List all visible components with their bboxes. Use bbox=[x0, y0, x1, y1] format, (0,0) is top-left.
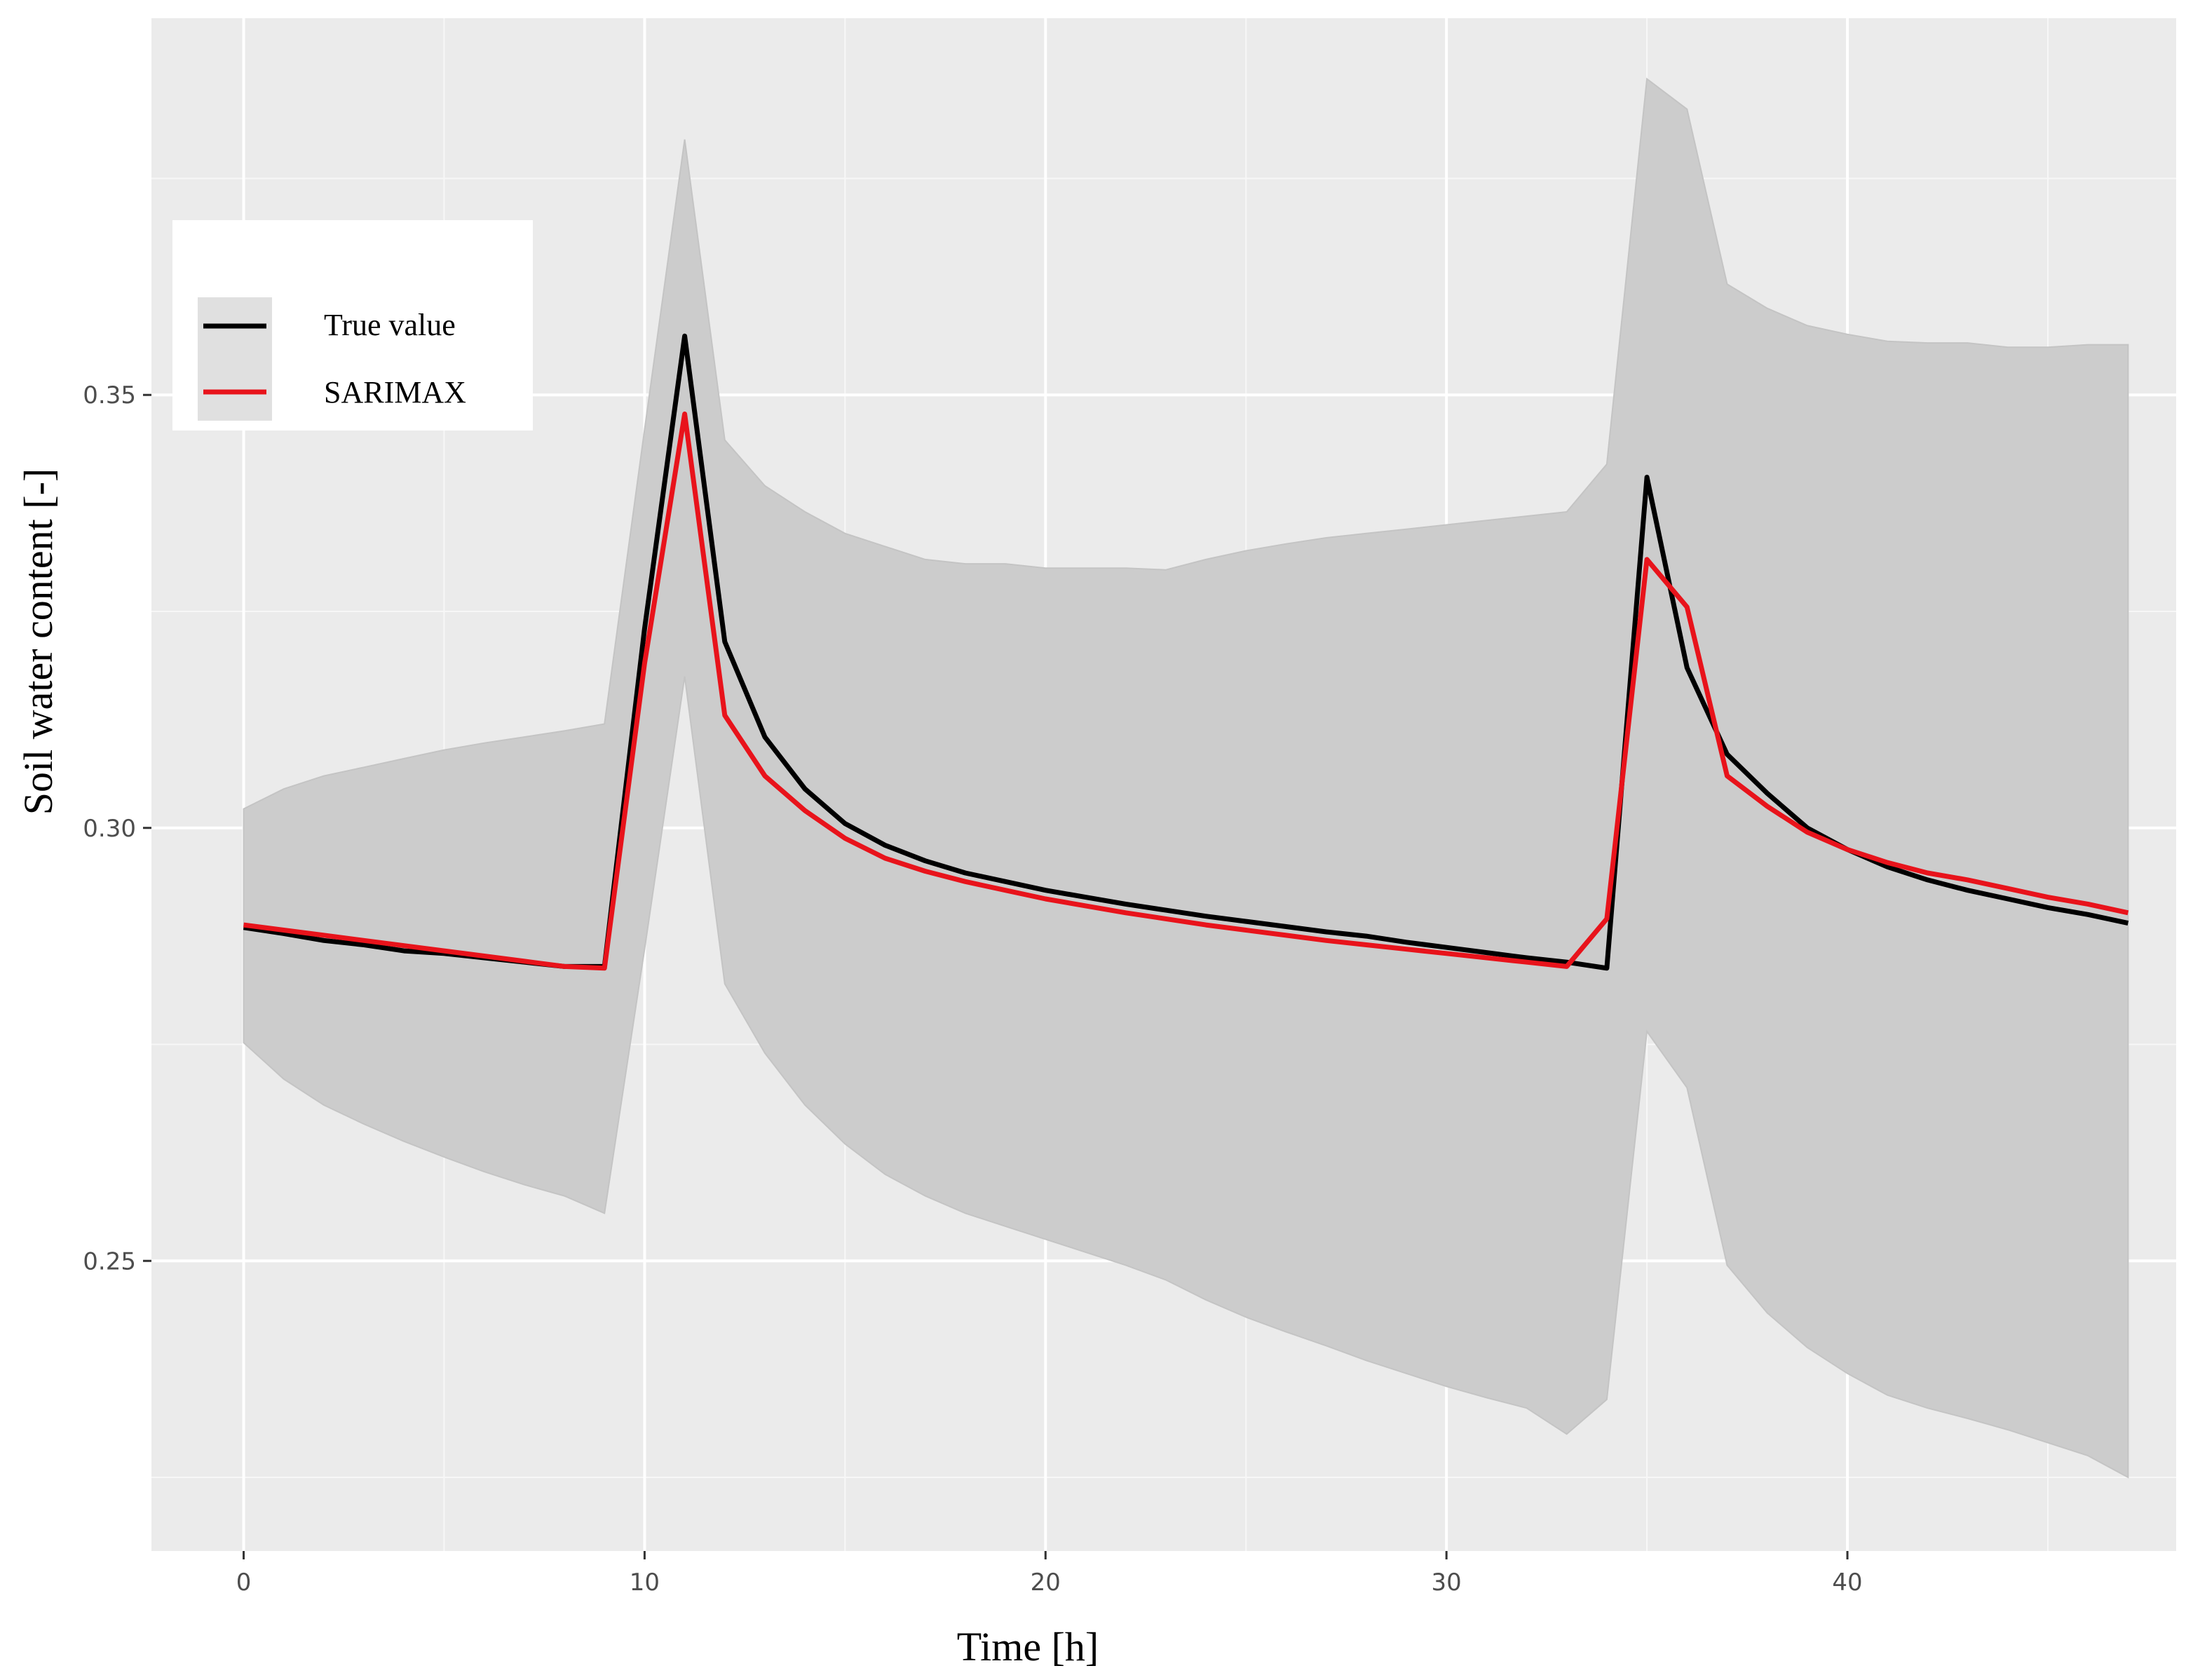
series-line-sarimax bbox=[243, 411, 2129, 971]
x-axis: 0 10 20 30 40 bbox=[236, 1551, 1863, 1597]
y-axis: 0.25 0.30 0.35 bbox=[83, 381, 151, 1275]
x-tick-label: 0 bbox=[236, 1569, 252, 1597]
y-tick-label: 0.30 bbox=[83, 815, 136, 843]
y-tick-label: 0.25 bbox=[83, 1247, 136, 1275]
x-axis-title: Time [h] bbox=[957, 1624, 1099, 1669]
x-tick-label: 10 bbox=[630, 1569, 660, 1597]
legend-key-background bbox=[198, 297, 272, 421]
legend: True value SARIMAX bbox=[172, 220, 533, 431]
x-tick-label: 30 bbox=[1432, 1569, 1462, 1597]
legend-label-true-value: True value bbox=[324, 308, 456, 342]
series-lines bbox=[243, 333, 2129, 971]
y-tick-label: 0.35 bbox=[83, 381, 136, 409]
x-tick-label: 20 bbox=[1031, 1569, 1061, 1597]
x-tick-label: 40 bbox=[1832, 1569, 1862, 1597]
legend-label-sarimax: SARIMAX bbox=[324, 375, 466, 409]
confidence-band bbox=[243, 77, 2129, 1479]
y-axis-title: Soil water content [-] bbox=[15, 468, 61, 815]
